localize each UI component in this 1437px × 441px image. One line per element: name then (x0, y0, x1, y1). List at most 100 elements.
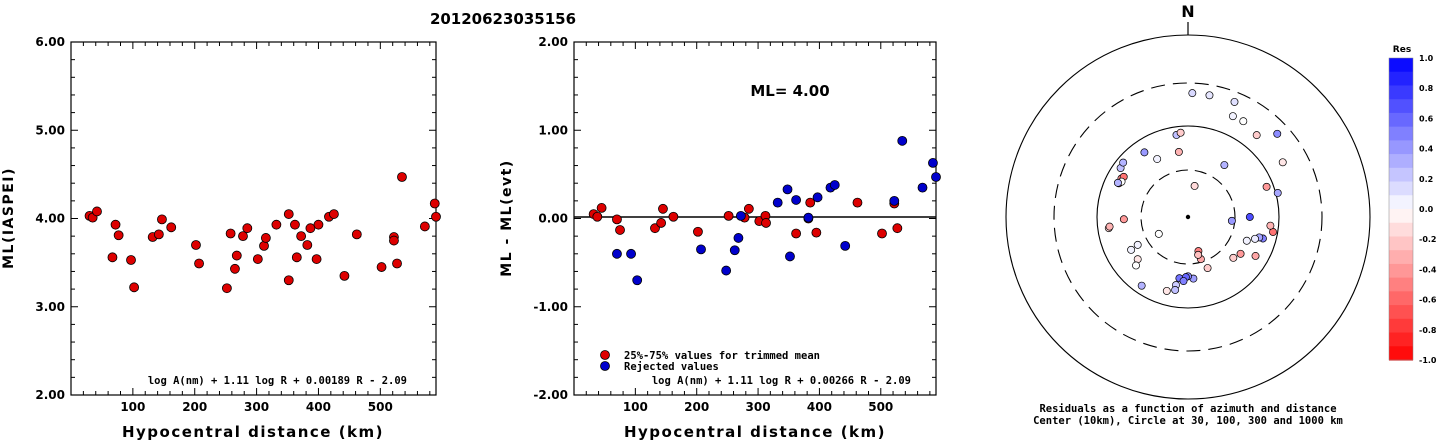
station-marker (1127, 245, 1136, 254)
ml-plot-frame (70, 41, 437, 396)
ml-point (397, 172, 407, 182)
station-marker (1119, 158, 1128, 167)
colorbar-cell (1389, 332, 1413, 347)
ml-point (92, 206, 102, 217)
colorbar: Res 1.0 0.8 0.6 0.4 0.2 0.0 -0.2 -0.4 -0.6 -0.8 -1… (1388, 45, 1437, 365)
residual-xtick-label: 300 (746, 400, 771, 414)
colorbar-tick-label: -0.8 (1419, 326, 1437, 335)
ml-point (291, 252, 302, 263)
ml-point (389, 235, 399, 246)
station-marker (1119, 215, 1128, 224)
ml-point (259, 240, 269, 251)
residual-xlabel: Hypocentral distance (km) (624, 423, 886, 441)
residual-xtick-label: 500 (868, 400, 893, 414)
colorbar-tick-label: -0.4 (1419, 265, 1437, 274)
colorbar-cell (1389, 263, 1413, 279)
station-marker (1242, 236, 1251, 245)
station-marker (1230, 97, 1239, 106)
ml-xlabel: Hypocentral distance (km) (122, 423, 384, 441)
ml-point (110, 219, 121, 230)
ml-xtick-label: 300 (244, 400, 269, 414)
ml-point (166, 222, 177, 233)
ml-panel: 100 200 300 400 500 2.00 3.00 4.00 5.00 6.00 ML(I… (1, 35, 441, 441)
rejected-point (721, 265, 732, 276)
rejected-point (626, 248, 636, 259)
legend-rejected-marker (600, 361, 610, 371)
station-marker (1266, 221, 1275, 230)
colorbar-cell (1389, 209, 1413, 224)
rejected-point (772, 197, 783, 208)
ml-point (221, 283, 232, 294)
station-marker (1220, 161, 1229, 170)
trimmed-point (612, 214, 622, 225)
trimmed-point (596, 203, 607, 213)
ml-xtick-label: 500 (368, 400, 393, 414)
ml-point (271, 219, 282, 230)
station-marker (1153, 155, 1162, 163)
polar-caption-1: Residuals as a function of azimuth and d… (1039, 403, 1336, 415)
station-marker (1273, 189, 1282, 197)
colorbar-cell (1389, 222, 1413, 238)
trimmed-point (761, 218, 771, 228)
station-marker (1239, 117, 1248, 126)
ml-point (157, 214, 167, 225)
azimuth-panel: N Residuals as a function of azimuth and… (1005, 2, 1371, 427)
station-marker (1273, 129, 1282, 138)
ml-point (329, 209, 339, 219)
trimmed-point (892, 223, 903, 234)
circle-300km (1053, 82, 1323, 352)
residual-ytick-label: 1.00 (538, 123, 568, 137)
ml-point (238, 231, 248, 242)
rejected-point (785, 251, 795, 262)
colorbar-title: Res (1393, 45, 1411, 55)
colorbar-cell (1389, 167, 1413, 183)
colorbar-cell (1389, 181, 1413, 196)
trimmed-point (650, 223, 660, 234)
ml-formula: log A(nm) + 1.11 log R + 0.00189 R - 2.0… (148, 375, 407, 387)
station-marker (1251, 234, 1259, 243)
ml-annotation: ML= 4.00 (750, 82, 829, 100)
station-marker (1132, 261, 1140, 270)
trimmed-point (723, 210, 734, 221)
colorbar-tick-label: -0.2 (1419, 235, 1437, 244)
rejected-point (782, 184, 793, 195)
station-marker (1278, 158, 1287, 167)
ml-xtick-label: 100 (120, 400, 145, 414)
station-marker (1174, 148, 1183, 156)
rejected-point (729, 245, 740, 256)
rejected-point (840, 240, 851, 251)
circle-30km (1140, 169, 1236, 265)
trimmed-point (668, 211, 679, 222)
colorbar-cell (1389, 236, 1413, 251)
legend-trimmed-marker (600, 350, 610, 360)
station-marker (1137, 281, 1146, 290)
station-marker (1113, 178, 1122, 187)
ml-ytick-label: 6.00 (35, 35, 65, 49)
ml-point (305, 223, 316, 234)
colorbar-tick-label: 0.4 (1419, 145, 1434, 154)
rejected-point (803, 212, 814, 223)
ml-point (191, 240, 201, 250)
ml-ylabel: ML(IASPEI) (1, 167, 17, 269)
ml-point (113, 230, 124, 241)
ml-point (231, 250, 242, 261)
trimmed-point (743, 203, 754, 214)
trimmed-point (592, 211, 603, 222)
colorbar-cell (1389, 305, 1413, 320)
ml-point (242, 223, 253, 234)
ml-point (392, 258, 402, 269)
ml-point (290, 219, 300, 230)
rejected-point (917, 182, 928, 193)
ml-point (194, 258, 204, 269)
ml-point (419, 221, 430, 232)
colorbar-outline (1388, 57, 1414, 361)
rejected-point (791, 195, 802, 205)
residual-ytick-label: -1.00 (533, 300, 568, 314)
trimmed-point (615, 225, 625, 235)
rejected-point (696, 244, 706, 255)
rejected-point (897, 135, 908, 146)
station-marker (1229, 253, 1238, 262)
rejected-point (889, 195, 900, 206)
trimmed-point (791, 228, 802, 239)
rejected-point (612, 248, 622, 259)
